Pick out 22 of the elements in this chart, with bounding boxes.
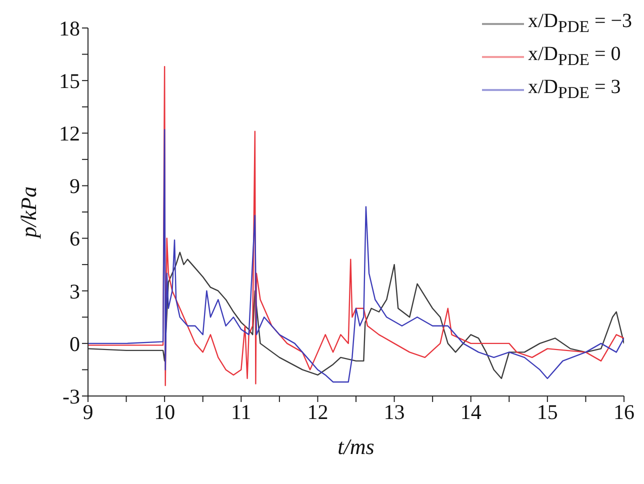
y-tick-label: 18 [59,16,80,40]
x-tick-label: 14 [460,400,482,424]
y-tick-label: 6 [70,226,80,251]
x-tick-label: 12 [307,400,328,424]
y-tick-label: 15 [59,69,80,94]
y-tick-label: 12 [59,122,80,146]
y-tick-label: 0 [70,332,80,356]
y-tick-label: -3 [62,384,80,408]
x-tick-label: 16 [614,400,634,424]
x-tick-label: 13 [384,400,405,424]
line-series [88,129,624,383]
y-tick-label: 3 [70,279,80,304]
legend-label: x/D$_{PDE}$ = 0 [528,43,621,70]
legend-label: x/D$_{PDE}$ = −3 [528,10,632,37]
x-tick-label: 15 [536,400,558,424]
legend-label: x/D$_{PDE}$ = 3 [528,76,621,103]
line-series [88,252,624,380]
x-tick-label: 11 [231,400,252,424]
x-axis-title: t/ms [338,434,374,459]
y-tick-label: 9 [70,174,80,198]
y-axis-title: p/kPa [16,186,41,240]
x-tick-label: 10 [154,400,176,424]
